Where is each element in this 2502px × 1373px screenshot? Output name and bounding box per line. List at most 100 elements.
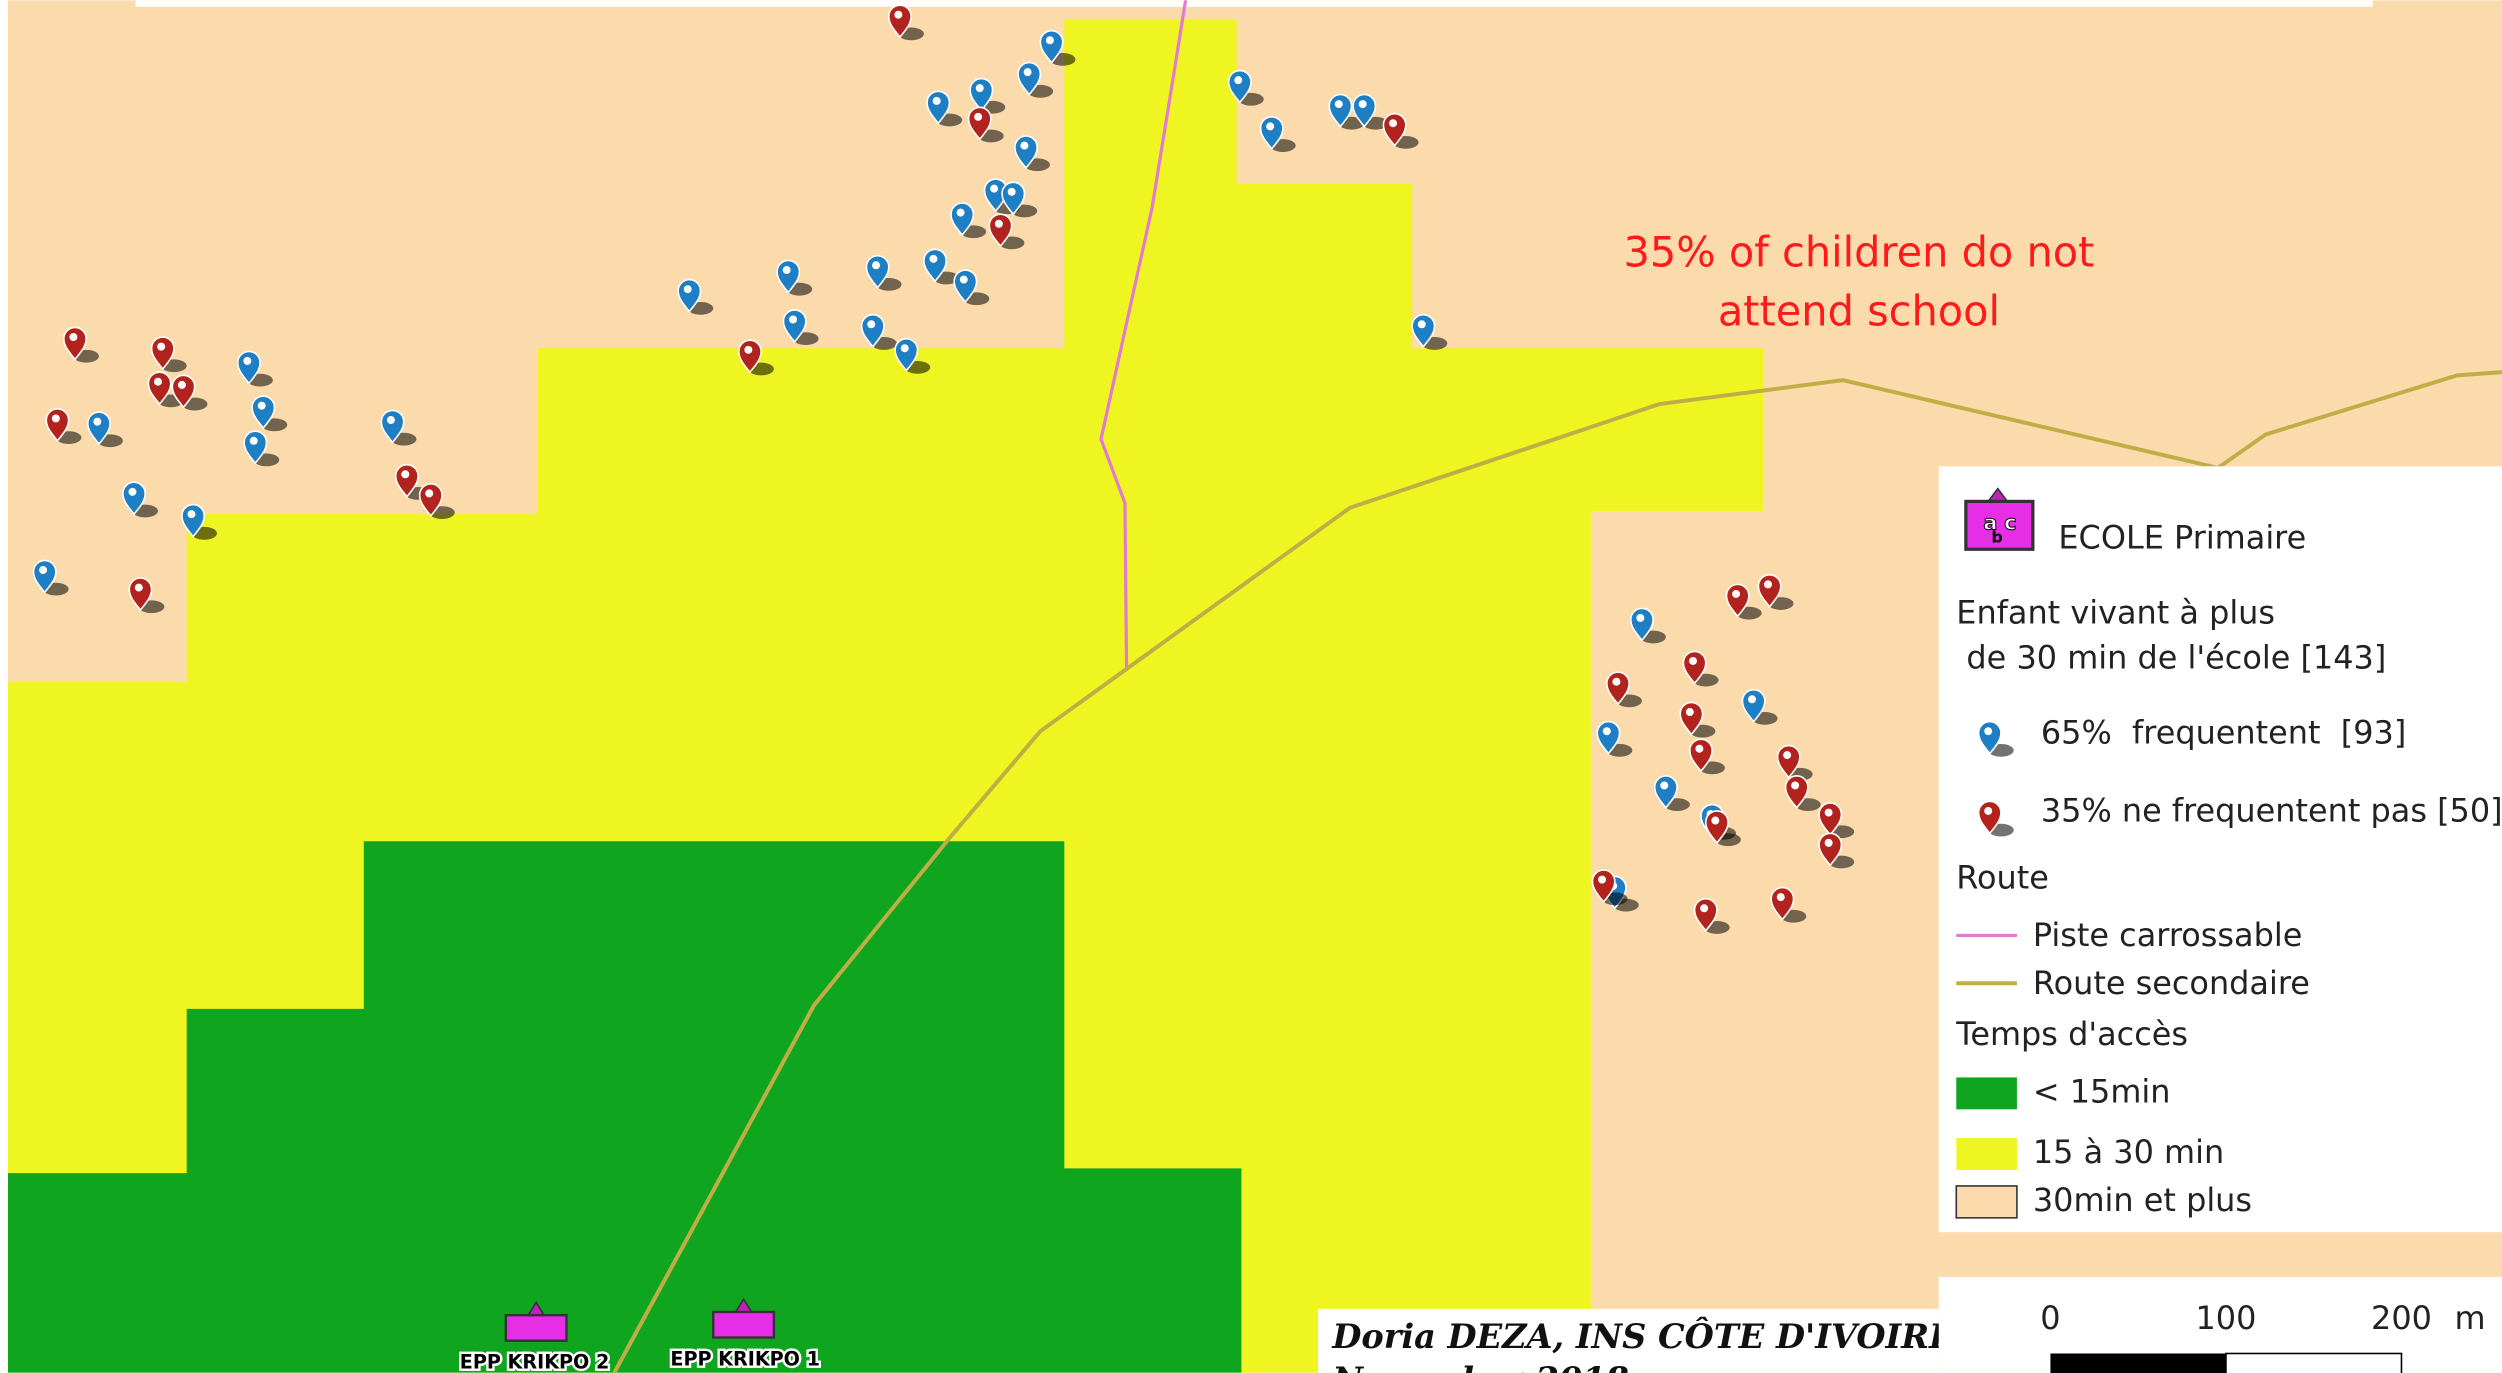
legend-swatch [1955,1185,2018,1219]
pin-body [860,313,885,348]
pin-dot [929,254,938,263]
pin-body [236,350,261,385]
scale-label: 100 [2195,1299,2256,1337]
scale-bar [2050,1353,2226,1373]
pin-body [782,309,807,344]
pin-dot [425,489,434,498]
pin-dot [1358,100,1367,109]
pin [1411,313,1448,350]
schools [504,1297,776,1342]
pin [950,202,987,239]
pin-body [394,463,419,498]
pin-body [63,326,87,361]
pin [181,503,218,540]
pin [1352,93,1389,130]
pin [418,483,455,519]
zone-under-15 [7,841,1242,1373]
legend-track: Piste carrossable [2033,916,2302,954]
pin-dot [1007,187,1016,196]
pin [1629,607,1666,644]
pin [251,395,288,432]
pin [894,337,931,374]
pin-dot [1045,36,1054,45]
pin-body [887,4,912,39]
pin [1227,69,1264,106]
pin-dot [990,184,999,193]
legend-school: ECOLE Primaire [2058,519,2306,557]
pin-dot [1334,100,1343,109]
pin-body [181,503,206,538]
pin-dot [1984,806,1993,815]
pin-dot [1602,727,1611,736]
school-board [504,1313,568,1342]
pin-body [1757,574,1782,608]
legend-secondary: Route secondaire [2033,964,2310,1002]
pin [1328,93,1365,130]
pin-body [969,77,994,112]
pin-dot [1776,893,1785,902]
pin-body [1704,810,1729,845]
pin [677,278,714,315]
pin-dot [39,566,48,575]
pin-dot [1636,613,1645,622]
pin-body [1818,802,1843,837]
pin-dot [1020,141,1029,150]
pin-body [1014,135,1038,170]
pin-dot [1689,656,1697,665]
pin-dot [1764,580,1772,589]
credit: Doria DEZA, INS CÔTE D'IVOIRE, [1331,1316,1966,1356]
pin-body [1818,832,1843,867]
pin-body [776,259,801,294]
pin-body [894,337,919,372]
pin-dot [872,261,881,270]
annotation: attend school [1718,287,2000,336]
pin [1693,898,1730,934]
secondary-road [612,370,2502,1373]
pin-dot [1685,708,1694,717]
pin-body [926,90,951,125]
legend-title: Enfant vivant à plus [1956,594,2275,632]
pin-body [1682,650,1707,685]
pin [967,106,1004,143]
pin-body [865,254,890,289]
pin [923,248,959,285]
pin-dot [959,275,968,284]
svg-text:c: c [2004,511,2016,535]
pin [1818,802,1855,839]
pin-body [1596,720,1621,755]
pin [1591,869,1628,906]
pin-dot [956,208,965,217]
pin-body [923,248,948,283]
pin-body [1591,869,1616,904]
legend-swatch [1956,1138,2017,1170]
pin [782,309,819,346]
pin-dot [1748,695,1757,704]
pin-dot [153,377,162,386]
school-icon [712,1297,776,1339]
legend-15-30: 15 à 30 min [2033,1133,2224,1171]
pin-dot [867,320,876,329]
pin-body [1411,313,1436,348]
pin [128,577,165,614]
pin [1039,29,1076,66]
pin-dot [932,96,941,105]
annotation: 35% of children do not [1624,228,2095,277]
pin-dot [187,510,196,519]
pin-body [1259,116,1284,151]
pin [236,350,273,387]
pin [1259,116,1296,152]
pin-body [150,336,175,371]
pin-dot [1700,904,1709,913]
pin [1704,810,1741,847]
pin-body [1741,688,1766,723]
pin [1653,775,1690,811]
legend-road-title: Route [1956,859,2049,897]
pin-dot [894,10,903,19]
pin [776,259,813,296]
pin-body [122,481,147,516]
pin-body [1653,775,1678,810]
school-icon [504,1300,568,1342]
pin-dot [782,266,791,275]
pin [737,339,774,376]
